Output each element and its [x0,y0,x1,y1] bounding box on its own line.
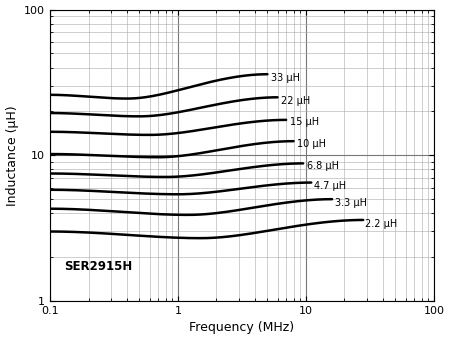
Text: 3.3 μH: 3.3 μH [335,198,368,208]
Text: 22 μH: 22 μH [281,96,310,106]
Y-axis label: Inductance (μH): Inductance (μH) [5,105,18,206]
Text: 2.2 μH: 2.2 μH [365,219,397,228]
Text: 4.7 μH: 4.7 μH [314,181,346,190]
Text: SER2915H: SER2915H [64,260,133,273]
Text: 15 μH: 15 μH [290,117,319,127]
X-axis label: Frequency (MHz): Frequency (MHz) [189,321,294,335]
Text: 6.8 μH: 6.8 μH [307,160,339,171]
Text: 10 μH: 10 μH [297,139,326,149]
Text: 33 μH: 33 μH [270,73,300,83]
